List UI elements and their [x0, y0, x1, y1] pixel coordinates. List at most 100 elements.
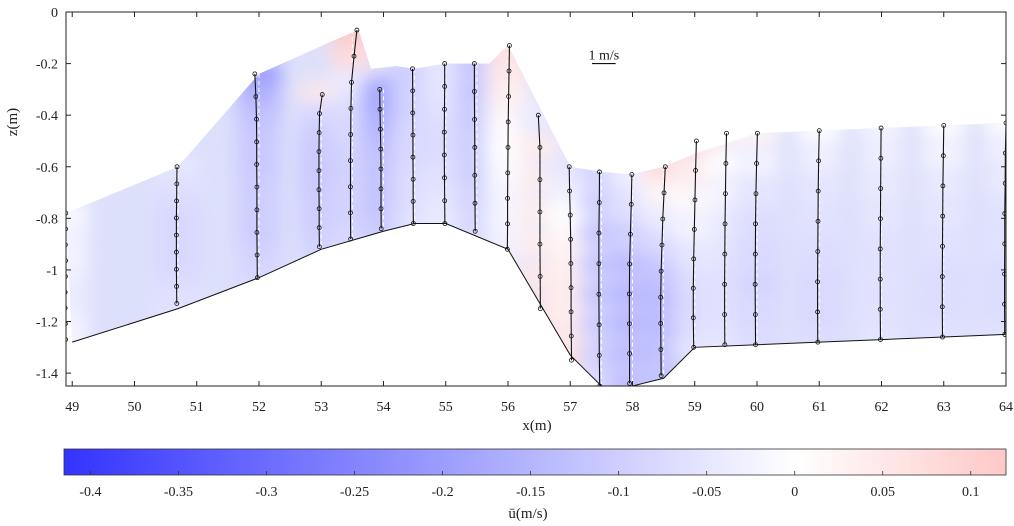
profile-point [316, 244, 322, 250]
contour-cell [984, 292, 1006, 317]
colorbar-gradient [63, 448, 1007, 476]
profile-point [537, 177, 543, 183]
profile-point [351, 53, 357, 59]
profile-point [471, 89, 477, 94]
profile-point [378, 146, 384, 152]
profile-point [628, 201, 634, 207]
profile-point [722, 251, 728, 257]
profile-point [316, 130, 322, 135]
profile-point [378, 186, 384, 192]
profile-point [174, 181, 180, 187]
y-tick-label: 0 [51, 6, 58, 21]
profile-point [378, 206, 384, 212]
profile-point [877, 306, 883, 312]
profile-point [722, 342, 728, 348]
profile-point [816, 158, 822, 164]
contour-cell [984, 261, 1006, 286]
profile-point [629, 172, 635, 177]
profile-point [567, 212, 573, 218]
profile-point [410, 221, 416, 226]
profile-point [658, 373, 664, 379]
profile-point [537, 209, 543, 215]
profile-point [724, 130, 729, 136]
profile-point [506, 68, 512, 74]
profile-point [173, 249, 179, 255]
profile-point [568, 261, 574, 266]
x-tick-label: 63 [937, 400, 951, 415]
profile-point [174, 283, 180, 289]
profile-point [254, 275, 260, 281]
x-tick-label: 54 [376, 400, 390, 415]
profile-point [66, 242, 68, 248]
x-tick-label: 57 [563, 400, 577, 415]
profile-point [66, 258, 68, 263]
profile-point [472, 200, 478, 206]
profile-point [442, 221, 448, 226]
profile-point [939, 274, 945, 279]
velocity-profile-line [537, 115, 541, 309]
bed-profile [72, 223, 1007, 387]
profile-point [66, 321, 68, 327]
profile-point [755, 130, 760, 136]
profile-point [815, 218, 821, 224]
velocity-profile-line [411, 68, 414, 224]
plot-area: 49 50 51 52 53 54 55 56 57 58 59 60 61 62 63 64 0 -0.2 -0… [5, 6, 1013, 434]
x-axis-ticks: 49 50 51 52 53 54 55 56 57 58 59 60 61 62 63 64 [65, 12, 1013, 415]
profile-point [1002, 211, 1006, 216]
profile-point [723, 191, 728, 197]
profile-point [442, 198, 448, 204]
x-tick-label: 64 [999, 400, 1013, 415]
profile-point [254, 252, 260, 258]
profile-point [254, 116, 259, 122]
y-tick-label: -1.4 [36, 367, 58, 382]
velocity-profile-line [254, 73, 258, 278]
colorbar-tick-label: 0.1 [962, 485, 980, 500]
velocity-profile-line [879, 128, 882, 340]
contour-cell [579, 374, 624, 386]
profile-point [410, 66, 415, 72]
profile-point [254, 162, 260, 167]
profile-point [722, 312, 728, 317]
profile-point [753, 342, 758, 348]
profile-point [1002, 241, 1006, 247]
velocity-profile-line [660, 166, 666, 376]
profile-point [378, 166, 384, 172]
profile-point [377, 126, 383, 132]
profile-point [252, 71, 258, 77]
profile-point [173, 266, 179, 272]
profile-point [506, 94, 512, 99]
profile-point [66, 305, 68, 311]
profile-point [567, 188, 573, 194]
profile-point [1002, 271, 1006, 277]
profile-point [691, 256, 697, 262]
profile-point [690, 285, 696, 291]
profile-point [752, 312, 758, 317]
velocity-profile-line [443, 63, 446, 224]
profile-point [507, 43, 512, 48]
colorbar-tick-label: -0.3 [255, 485, 277, 500]
profile-point [316, 206, 322, 212]
profile-point [348, 184, 353, 190]
profile-point [471, 61, 477, 66]
profile-point [752, 251, 758, 257]
profile-point [753, 221, 758, 227]
profile-point [722, 221, 728, 227]
colorbar-tick-label: -0.15 [516, 485, 545, 500]
profile-point [693, 138, 699, 144]
profile-point [878, 155, 884, 161]
profile-point [940, 213, 946, 219]
profile-point [941, 123, 947, 128]
velocity-profile-line [817, 130, 820, 343]
profile-point [348, 106, 354, 111]
y-tick-label: -1 [46, 264, 58, 279]
y-tick-label: -0.4 [36, 109, 58, 124]
profile-point [1002, 301, 1006, 307]
profile-point [815, 309, 820, 315]
profile-point [940, 153, 946, 159]
x-tick-label: 53 [314, 400, 328, 415]
colorbar-label: ū(m/s) [508, 506, 547, 522]
profile-point [1002, 180, 1006, 186]
profile-point [537, 145, 543, 150]
profile-point [660, 216, 666, 222]
profile-point [568, 236, 574, 242]
